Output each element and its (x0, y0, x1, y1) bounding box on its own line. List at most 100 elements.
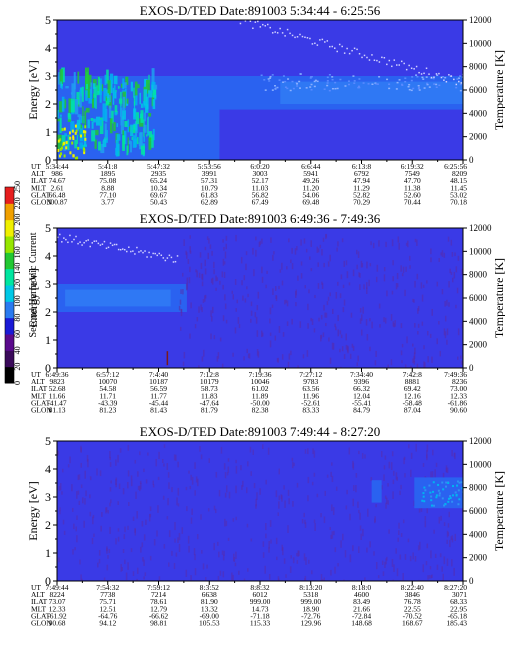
spectral-streak (131, 136, 134, 141)
noise-speckle (204, 246, 207, 251)
spectral-streak (140, 145, 145, 155)
noise-speckle (304, 578, 306, 581)
spectral-streak (126, 145, 129, 156)
info-cell: 9783 (303, 377, 318, 386)
noise-speckle (204, 295, 206, 302)
noise-speckle (268, 540, 270, 549)
info-cell: 49.26 (302, 176, 319, 185)
band-speckle (289, 89, 292, 92)
noise-speckle (429, 566, 432, 570)
spectral-streak (58, 101, 63, 113)
spectral-streak (102, 140, 107, 148)
noise-speckle (295, 289, 298, 296)
spectral-streak (59, 69, 63, 84)
noise-speckle (211, 277, 214, 285)
noise-speckle (194, 462, 196, 469)
band-speckle (357, 86, 360, 89)
band-speckle (336, 87, 339, 90)
noise-speckle (396, 273, 399, 280)
info-cell: 22.95 (450, 604, 467, 613)
info-cell: 3846 (405, 590, 420, 599)
noise-speckle (340, 366, 342, 368)
temperature-trace (291, 34, 294, 37)
noise-speckle (198, 306, 200, 313)
info-cell: 6792 (354, 169, 369, 178)
info-cell: 300.87 (47, 198, 68, 207)
y-tick-label: 4 (45, 249, 51, 263)
plot-area-1 (57, 20, 463, 160)
noise-speckle (368, 279, 370, 287)
noise-speckle (451, 535, 454, 541)
noise-speckle (238, 324, 241, 329)
noise-speckle (177, 503, 180, 507)
noise-speckle (275, 537, 278, 545)
spectral-streak (96, 116, 101, 126)
noise-speckle (451, 538, 454, 543)
y-axis-label: Energy [eV] (26, 60, 40, 119)
noise-speckle (386, 290, 388, 297)
noise-speckle (304, 522, 307, 528)
noise-speckle (273, 251, 275, 255)
noise-speckle (268, 574, 271, 580)
noise-speckle (72, 549, 74, 555)
noise-speckle (213, 542, 215, 551)
band-speckle (461, 76, 463, 78)
noise-speckle (352, 269, 355, 277)
noise-speckle (316, 493, 319, 498)
noise-speckle (386, 556, 388, 561)
colorbar-swatch (5, 334, 14, 351)
noise-speckle (355, 473, 358, 478)
band-speckle (331, 87, 334, 90)
noise-speckle (385, 558, 387, 565)
band-speckle (367, 83, 370, 85)
noise-speckle (174, 522, 176, 531)
noise-speckle (329, 254, 331, 262)
info-cell: 10046 (251, 377, 270, 386)
noise-speckle (423, 361, 425, 368)
noise-speckle (194, 568, 197, 576)
noise-speckle (318, 317, 320, 322)
noise-speckle (399, 554, 402, 560)
noise-speckle (422, 463, 425, 467)
noise-speckle (317, 248, 320, 253)
noise-speckle (249, 446, 252, 453)
band-speckle (425, 76, 428, 78)
noise-speckle (269, 340, 272, 348)
noise-speckle (405, 266, 407, 272)
info-cell: 7:4:40 (149, 370, 168, 379)
spectral-streak (145, 104, 149, 113)
band-speckle (449, 495, 452, 498)
noise-speckle (135, 491, 137, 499)
spectral-streak (135, 90, 138, 106)
info-cell: -61.92 (47, 611, 67, 620)
noise-speckle (87, 459, 89, 468)
noise-speckle (446, 530, 449, 538)
noise-speckle (208, 458, 210, 463)
info-cell: 115.33 (250, 619, 271, 628)
band-speckle (334, 87, 337, 90)
y-tick-label: 1 (45, 333, 51, 347)
spectral-hot-spot (65, 146, 68, 150)
temperature-trace (425, 67, 428, 70)
noise-speckle (256, 349, 259, 356)
band-speckle (271, 74, 274, 76)
noise-speckle (257, 351, 260, 358)
spectral-streak (79, 128, 83, 141)
noise-speckle (360, 533, 362, 540)
noise-speckle (391, 559, 394, 567)
noise-speckle (223, 246, 225, 251)
temperature-trace (57, 236, 59, 239)
temperature-trace (286, 28, 289, 31)
info-cell: 18.90 (302, 604, 319, 613)
band-core (65, 289, 171, 307)
noise-speckle (281, 354, 284, 360)
band-speckle (461, 487, 463, 490)
spectral-streak (122, 135, 125, 151)
noise-speckle (224, 472, 227, 479)
info-cell: 5318 (303, 590, 318, 599)
noise-speckle (119, 448, 122, 453)
info-cell: 61.02 (252, 384, 269, 393)
noise-speckle (200, 304, 202, 311)
noise-speckle (337, 314, 339, 322)
info-cell: 11.71 (99, 391, 116, 400)
